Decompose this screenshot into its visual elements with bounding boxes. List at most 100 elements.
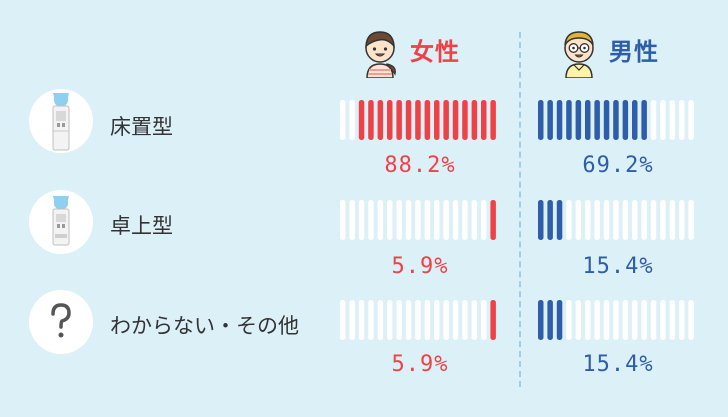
- female-bar-segment: [377, 300, 384, 340]
- female-bar-segment: [340, 300, 346, 340]
- male-gauge-floor: [538, 100, 694, 140]
- male-bar-segment: [641, 300, 647, 340]
- male-bar-segment: [585, 300, 591, 340]
- male-bar-segment: [669, 300, 676, 340]
- female-bar-segment: [349, 100, 355, 140]
- female-bar-segment: [405, 100, 412, 140]
- male-bar-segment: [566, 100, 572, 140]
- male-bar-segment: [585, 100, 591, 140]
- male-bar-segment: [660, 300, 666, 340]
- male-header-label: 男性: [609, 38, 659, 66]
- female-bar-segment: [462, 100, 468, 140]
- male-bar-segment: [622, 100, 629, 140]
- female-bar-segment: [481, 100, 487, 140]
- male-bar-segment: [547, 300, 553, 340]
- male-avatar-icon: [564, 31, 594, 78]
- female-bar-segment: [424, 200, 431, 240]
- female-bar-segment: [377, 100, 384, 140]
- male-bar-segment: [594, 200, 600, 240]
- female-bar-segment: [462, 200, 468, 240]
- female-bar-segment: [490, 100, 496, 140]
- female-bar-segment: [387, 100, 393, 140]
- male-bar-segment: [632, 100, 638, 140]
- female-bar-segment: [396, 100, 402, 140]
- male-percent-floor: 69.2%: [582, 153, 654, 178]
- column-divider: [519, 32, 521, 387]
- female-bar-segment: [349, 300, 355, 340]
- female-gauge-floor: [340, 100, 496, 140]
- female-bar-segment: [471, 200, 478, 240]
- male-bar-segment: [613, 200, 619, 240]
- female-bar-segment: [387, 300, 393, 340]
- female-bar-segment: [424, 300, 431, 340]
- male-bar-segment: [547, 100, 553, 140]
- female-percent-unknown: 5.9%: [391, 352, 449, 377]
- female-bar-segment: [358, 100, 365, 140]
- male-bar-segment: [622, 200, 629, 240]
- female-bar-segment: [434, 100, 440, 140]
- female-bar-segment: [368, 200, 374, 240]
- male-bar-segment: [641, 200, 647, 240]
- female-bar-segment: [481, 300, 487, 340]
- female-bar-segment: [415, 300, 421, 340]
- male-bar-segment: [679, 200, 685, 240]
- male-bar-segment: [650, 200, 657, 240]
- male-bar-segment: [688, 300, 694, 340]
- female-bar-segment: [396, 300, 402, 340]
- female-bar-segment: [434, 300, 440, 340]
- female-bar-segment: [415, 100, 421, 140]
- male-bar-segment: [547, 200, 553, 240]
- female-bar-segment: [490, 300, 496, 340]
- female-header-label: 女性: [410, 38, 460, 66]
- female-bar-segment: [415, 200, 421, 240]
- male-percent-tabletop: 15.4%: [582, 254, 654, 279]
- male-bar-segment: [556, 300, 563, 340]
- female-bar-segment: [452, 100, 459, 140]
- female-bar-segment: [368, 300, 374, 340]
- male-bar-segment: [594, 300, 600, 340]
- male-bar-segment: [594, 100, 600, 140]
- female-bar-segment: [396, 200, 402, 240]
- male-bar-segment: [566, 200, 572, 240]
- female-bar-segment: [443, 100, 449, 140]
- female-bar-segment: [434, 200, 440, 240]
- male-bar-segment: [622, 300, 629, 340]
- female-bar-segment: [471, 300, 478, 340]
- male-bar-segment: [556, 100, 563, 140]
- male-bar-segment: [688, 200, 694, 240]
- female-bar-segment: [490, 200, 496, 240]
- female-gauge-unknown: [340, 300, 496, 340]
- male-bar-segment: [632, 200, 638, 240]
- female-gauge-tabletop: [340, 200, 496, 240]
- male-gauge-unknown: [538, 300, 694, 340]
- male-bar-segment: [660, 200, 666, 240]
- male-bar-segment: [603, 200, 610, 240]
- male-bar-segment: [538, 100, 544, 140]
- female-bar-segment: [349, 200, 355, 240]
- female-bar-segment: [405, 300, 412, 340]
- male-bar-segment: [669, 200, 676, 240]
- male-bar-segment: [650, 100, 657, 140]
- male-bar-segment: [679, 300, 685, 340]
- female-bar-segment: [340, 100, 346, 140]
- male-bar-segment: [566, 300, 572, 340]
- male-bar-segment: [679, 100, 685, 140]
- female-bar-segment: [443, 300, 449, 340]
- female-percent-tabletop: 5.9%: [391, 254, 449, 279]
- female-bar-segment: [452, 300, 459, 340]
- row-label-unknown: わからない・その他: [110, 314, 299, 338]
- male-bar-segment: [660, 100, 666, 140]
- male-bar-segment: [538, 300, 544, 340]
- male-bar-segment: [613, 300, 619, 340]
- male-bar-segment: [688, 100, 694, 140]
- male-bar-segment: [669, 100, 676, 140]
- floor-water-server-icon: [29, 89, 93, 153]
- male-bar-segment: [556, 200, 563, 240]
- female-bar-segment: [424, 100, 431, 140]
- female-bar-segment: [471, 100, 478, 140]
- female-bar-segment: [368, 100, 374, 140]
- male-bar-segment: [603, 100, 610, 140]
- female-percent-floor: 88.2%: [384, 153, 456, 178]
- female-bar-segment: [387, 200, 393, 240]
